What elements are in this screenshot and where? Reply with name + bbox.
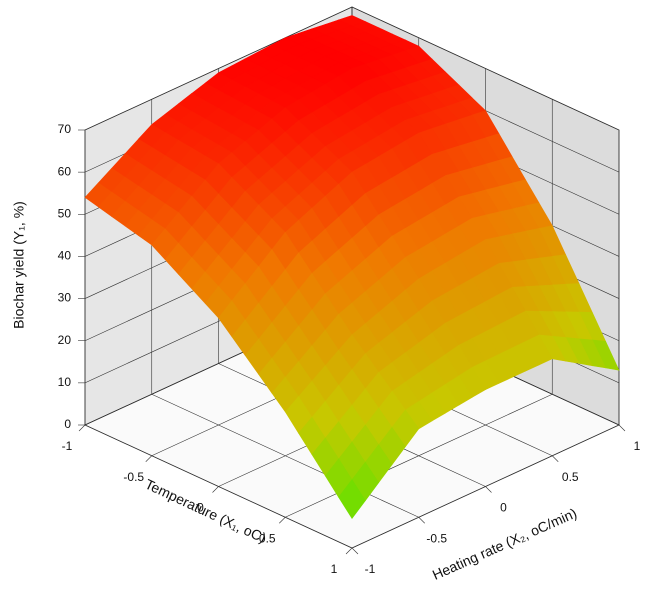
z-tick-label: 10 bbox=[58, 375, 72, 389]
x-tick bbox=[145, 455, 152, 462]
z-tick-label: 60 bbox=[58, 164, 72, 178]
y-tick-label: 1 bbox=[634, 439, 641, 453]
x-tick-label: 0 bbox=[197, 501, 204, 515]
y-tick bbox=[618, 424, 626, 432]
grid-line bbox=[84, 424, 353, 549]
z-tick-label: 20 bbox=[58, 333, 72, 347]
x-tick-label: -0.5 bbox=[123, 470, 144, 484]
x-tick-label: -1 bbox=[62, 439, 73, 453]
surface-patch bbox=[338, 479, 366, 520]
z-tick-label: 0 bbox=[64, 417, 71, 431]
y-tick-label: 0 bbox=[500, 501, 507, 515]
grid-line bbox=[151, 393, 419, 518]
x-tick bbox=[279, 517, 286, 524]
x-tick bbox=[212, 486, 219, 493]
y-tick-label: 0.5 bbox=[562, 470, 579, 484]
x-tick-label: 1 bbox=[331, 562, 338, 576]
y-tick-label: -0.5 bbox=[426, 531, 447, 545]
z-tick-label: 70 bbox=[58, 122, 72, 136]
z-tick-label: 30 bbox=[58, 291, 72, 305]
x-tick bbox=[78, 424, 86, 432]
y-tick bbox=[418, 517, 425, 524]
y-tick bbox=[485, 486, 492, 493]
x-tick bbox=[345, 547, 353, 555]
z-tick-label: 40 bbox=[58, 249, 72, 263]
y-axis-title: Heating rate (X₂, oC/min) bbox=[430, 505, 579, 583]
y-tick bbox=[552, 455, 559, 462]
z-tick-label: 50 bbox=[58, 206, 72, 220]
z-axis-title: Biochar yield (Y₁, %) bbox=[11, 201, 27, 329]
y-tick bbox=[351, 547, 359, 555]
y-tick-label: -1 bbox=[365, 562, 376, 576]
x-tick-label: 0.5 bbox=[259, 531, 276, 545]
